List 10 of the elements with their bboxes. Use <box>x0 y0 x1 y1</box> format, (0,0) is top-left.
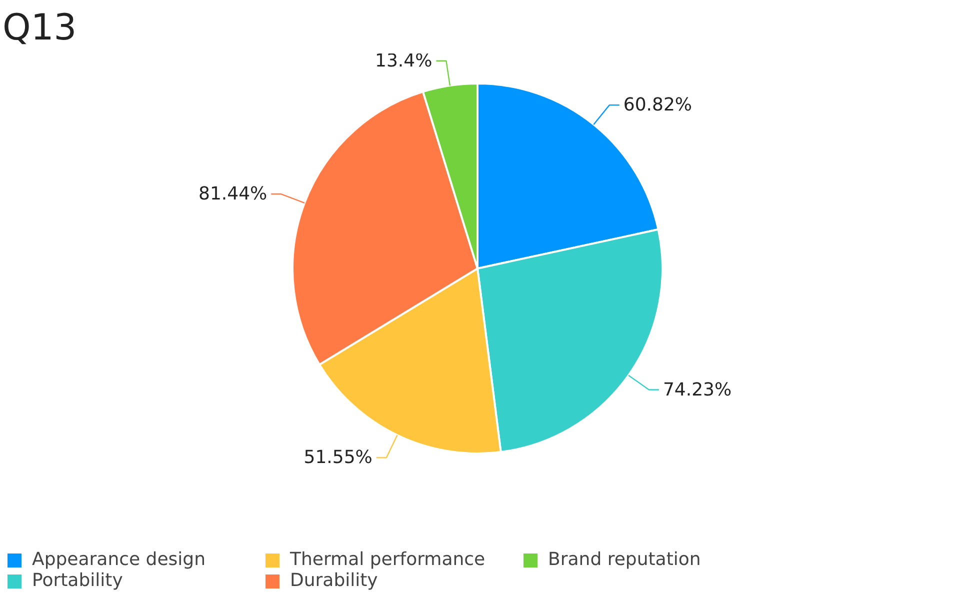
legend-label: Portability <box>32 570 124 591</box>
data-label: 51.55% <box>304 447 372 468</box>
chart-title: Q13 <box>2 8 77 48</box>
legend-label: Appearance design <box>32 549 207 570</box>
legend-label: Brand reputation <box>548 549 702 570</box>
data-label: 74.23% <box>662 379 732 400</box>
legend-label: Durability <box>290 570 379 591</box>
data-label: 81.44% <box>198 184 268 205</box>
legend-label: Thermal performance <box>290 549 486 570</box>
data-label: 60.82% <box>623 94 692 116</box>
